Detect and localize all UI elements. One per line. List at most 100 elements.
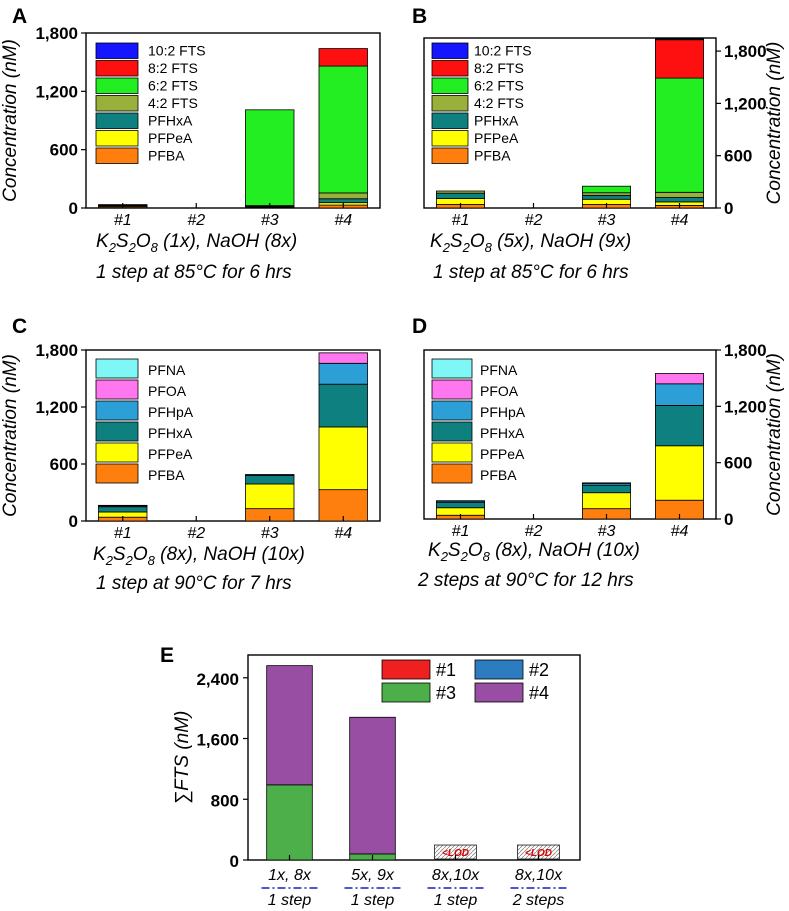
y-tick-label: 0 (69, 512, 78, 531)
x-tick-label: #4 (671, 212, 689, 229)
panel-label: B (412, 5, 427, 28)
bar-segment (436, 500, 485, 502)
legend-swatch (474, 682, 524, 703)
legend-label: PFPeA (474, 130, 519, 146)
y-tick-label: 0 (724, 510, 733, 529)
bar-segment (318, 48, 368, 67)
bar-segment (98, 504, 148, 507)
bar-segment (318, 352, 368, 364)
legend-label: PFBA (480, 467, 517, 483)
condition-label: 1 step at 90°C for 7 hrs (96, 573, 292, 594)
x-tick-label: #2 (525, 523, 543, 540)
legend-label: PFPeA (148, 446, 193, 462)
condition-label: 1 step at 85°C for 6 hrs (96, 262, 292, 283)
bar-segment (655, 77, 704, 193)
legend-label: PFNA (148, 362, 186, 378)
legend-swatch (431, 442, 473, 463)
y-tick-label: 1,800 (724, 42, 767, 61)
y-tick-label: 1,200 (35, 82, 78, 101)
y-tick-label: 600 (50, 141, 78, 160)
x-tick-label: #1 (452, 523, 470, 540)
x-tick-label: #3 (598, 523, 616, 540)
y-tick-label: 0 (724, 199, 733, 218)
x-sublabel: 1 step (351, 892, 395, 909)
below-lod-label: <LOD (525, 848, 552, 859)
plot-frame (423, 349, 717, 520)
bar-segment (266, 784, 313, 861)
legend-label: PFBA (474, 148, 511, 164)
condition-label: 1 step at 85°C for 6 hrs (433, 262, 629, 283)
legend-label: 4:2 FTS (474, 95, 524, 111)
legend-swatch (431, 130, 469, 147)
plot-frame (85, 349, 381, 522)
legend-label: PFHxA (148, 425, 193, 441)
legend-label: #2 (529, 660, 549, 680)
legend-swatch (381, 659, 431, 680)
y-tick-label: 1,800 (724, 341, 767, 360)
legend-label: #4 (529, 683, 549, 703)
y-axis-label: Concentration (nM) (764, 42, 785, 205)
panel-label: E (160, 644, 174, 667)
bar-segment (318, 198, 368, 204)
y-tick-label: 600 (50, 455, 78, 474)
x-tick-label: #2 (187, 525, 205, 542)
bar-segment (655, 373, 704, 385)
legend-swatch (95, 77, 139, 94)
legend-swatch (474, 659, 524, 680)
bar-segment (582, 492, 631, 510)
y-axis-label: ∑FTS (nM) (172, 711, 193, 805)
bar-segment (436, 190, 485, 194)
legend-swatch (95, 358, 139, 379)
x-tick-label: #1 (114, 212, 132, 229)
legend-swatch (95, 42, 139, 59)
legend-swatch (95, 421, 139, 442)
y-tick-label: 600 (724, 454, 752, 473)
y-tick-label: 1,800 (35, 24, 78, 43)
panel-c: #1 #2 #3 #4 0 600 1,200 1,800 Concentration (nM)… (0, 315, 381, 594)
legend-label: PFHxA (480, 425, 525, 441)
legend-label: PFHpA (148, 404, 194, 420)
bar-segment (98, 506, 148, 513)
bar-segment (318, 383, 368, 428)
legend-swatch (431, 42, 469, 59)
x-tick-label: #1 (114, 525, 132, 542)
bar-segment (655, 445, 704, 501)
bar-segment (318, 426, 368, 491)
legend-swatch (431, 95, 469, 112)
bar-segment (318, 65, 368, 194)
legend-swatch (95, 60, 139, 77)
below-lod-label: <LOD (442, 848, 469, 859)
legend-label: PFOA (480, 383, 519, 399)
legend-swatch (95, 112, 139, 129)
bar-segment (349, 716, 396, 855)
legend-label: 8:2 FTS (148, 60, 198, 76)
x-tick-label: 1x, 8x (268, 867, 312, 884)
legend-swatch (431, 463, 473, 484)
y-tick-label: 1,200 (724, 94, 767, 113)
bar-segment (245, 109, 295, 206)
legend-label: PFHpA (480, 404, 526, 420)
y-tick-label: 0 (69, 199, 78, 218)
x-axis-label: K2S2O8 (5x), NaOH (9x) (430, 231, 631, 255)
legend-label: #3 (436, 683, 456, 703)
legend-label: #1 (436, 660, 456, 680)
bar-segment (655, 197, 704, 203)
legend-swatch (431, 358, 473, 379)
x-tick-label: #3 (261, 525, 279, 542)
bar-segment (436, 502, 485, 509)
bar-segment (655, 191, 704, 198)
legend-label: PFHxA (148, 113, 193, 129)
legend-swatch (95, 463, 139, 484)
bar-segment (245, 474, 295, 476)
bar-segment (655, 404, 704, 447)
y-tick-label: 0 (230, 852, 239, 871)
legend-label: PFOA (148, 383, 187, 399)
x-axis-label: K2S2O8 (1x), NaOH (8x) (96, 231, 297, 255)
bar-segment (318, 192, 368, 200)
y-tick-label: 2,400 (196, 670, 239, 689)
x-sublabel: 1 step (434, 892, 478, 909)
y-tick-label: 1,200 (35, 398, 78, 417)
legend-swatch (431, 77, 469, 94)
